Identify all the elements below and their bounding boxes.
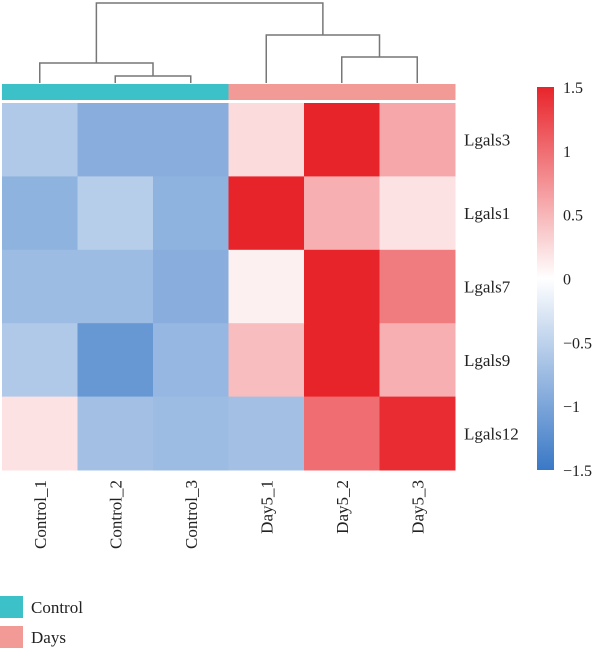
column-dendrogram xyxy=(39,2,418,83)
column-label-day5-2: Day5_2 xyxy=(333,480,352,534)
color-scale-tick-label: 1 xyxy=(563,144,571,161)
color-scale-bar xyxy=(537,87,554,470)
group-legend: Control Days xyxy=(0,596,83,648)
color-scale-tick-label: 0.5 xyxy=(563,208,583,225)
row-label-lgals12: Lgals12 xyxy=(464,424,519,443)
heatmap-cell-lgals9-day5-1 xyxy=(228,323,305,398)
row-label-lgals3: Lgals3 xyxy=(464,131,510,150)
dendrogram-link xyxy=(114,75,192,83)
dendrogram-link xyxy=(341,56,418,83)
heatmap-cell-lgals7-control-2 xyxy=(77,249,154,324)
heatmap-cell-lgals1-control-1 xyxy=(2,176,78,251)
heatmap-cell-lgals12-control-2 xyxy=(77,396,154,471)
heatmap-cell-lgals12-control-1 xyxy=(2,396,78,471)
heatmap-cell-lgals12-control-3 xyxy=(153,396,229,471)
legend-swatch-days xyxy=(0,626,23,648)
heatmap-cell-lgals7-day5-3 xyxy=(379,249,456,324)
heatmap-cell-lgals12-day5-2 xyxy=(304,396,380,471)
dendrogram-link xyxy=(95,2,324,63)
legend-label-control: Control xyxy=(31,598,83,617)
group-annotation-bar xyxy=(2,84,456,100)
heatmap-cell-lgals1-control-2 xyxy=(77,176,154,251)
heatmap-cell-lgals3-day5-2 xyxy=(304,103,380,177)
column-label-control-2: Control_2 xyxy=(106,480,125,549)
row-label-lgals9: Lgals9 xyxy=(464,351,510,370)
heatmap-cell-lgals3-day5-1 xyxy=(228,103,305,177)
heatmap-cell-lgals7-control-1 xyxy=(2,249,78,324)
group-bar-day5-2 xyxy=(304,84,380,100)
heatmap-cells xyxy=(2,103,456,471)
group-bar-control-2 xyxy=(77,84,154,100)
row-label-lgals7: Lgals7 xyxy=(464,278,511,297)
legend-swatch-control xyxy=(0,596,23,618)
dendrogram-link xyxy=(265,34,381,83)
heatmap-cell-lgals9-control-1 xyxy=(2,323,78,398)
group-bar-control-3 xyxy=(153,84,229,100)
heatmap-cell-lgals7-day5-2 xyxy=(304,249,380,324)
legend-label-days: Days xyxy=(31,628,66,647)
heatmap-cell-lgals9-day5-3 xyxy=(379,323,456,398)
heatmap-cell-lgals3-day5-3 xyxy=(379,103,456,177)
column-label-day5-1: Day5_1 xyxy=(257,480,276,534)
color-scale-tick-label: 1.5 xyxy=(563,80,583,97)
color-scale-tick-label: 0 xyxy=(563,272,571,289)
heatmap-cell-lgals7-control-3 xyxy=(153,249,229,324)
color-scale-tick-label: −1.5 xyxy=(563,463,592,480)
column-label-control-3: Control_3 xyxy=(182,480,201,549)
heatmap-cell-lgals1-day5-2 xyxy=(304,176,380,251)
heatmap-cell-lgals1-control-3 xyxy=(153,176,229,251)
row-label-lgals1: Lgals1 xyxy=(464,204,510,223)
color-scale-tick-label: −0.5 xyxy=(563,335,592,352)
color-scale: 1.5 1 0.5 0 −0.5 −1 −1.5 xyxy=(537,80,592,480)
column-label-control-1: Control_1 xyxy=(31,480,50,549)
color-scale-tick-label: −1 xyxy=(563,399,580,416)
group-bar-control-1 xyxy=(2,84,78,100)
group-bar-day5-3 xyxy=(379,84,456,100)
group-bar-day5-1 xyxy=(228,84,305,100)
heatmap-cell-lgals7-day5-1 xyxy=(228,249,305,324)
heatmap-cell-lgals3-control-1 xyxy=(2,103,78,177)
heatmap-cell-lgals9-control-2 xyxy=(77,323,154,398)
heatmap-cell-lgals9-control-3 xyxy=(153,323,229,398)
heatmap-cell-lgals9-day5-2 xyxy=(304,323,380,398)
row-labels: Lgals3 Lgals1 Lgals7 Lgals9 Lgals12 xyxy=(464,131,519,444)
dendrogram-link xyxy=(39,62,154,83)
heatmap-cell-lgals1-day5-1 xyxy=(228,176,305,251)
column-label-day5-3: Day5_3 xyxy=(408,480,427,534)
heatmap-cell-lgals3-control-2 xyxy=(77,103,154,177)
heatmap-cell-lgals3-control-3 xyxy=(153,103,229,177)
heatmap-cell-lgals12-day5-1 xyxy=(228,396,305,471)
column-labels: Control_1 Control_2 Control_3 Day5_1 Day5_2 D… xyxy=(31,480,428,549)
heatmap-cell-lgals1-day5-3 xyxy=(379,176,456,251)
heatmap-cell-lgals12-day5-3 xyxy=(379,396,456,471)
